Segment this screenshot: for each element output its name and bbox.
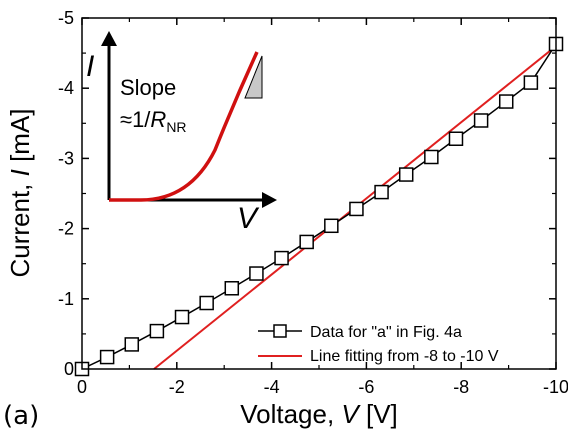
y-tick-label: 0	[64, 359, 74, 379]
data-point	[448, 131, 464, 146]
x-tick-label: -2	[169, 377, 185, 397]
data-point	[249, 266, 264, 281]
data-point	[274, 250, 289, 266]
inset-slope-triangle	[244, 55, 263, 99]
data-point	[149, 323, 165, 339]
data-point	[473, 113, 489, 128]
y-axis-label-suffix: [mA]	[5, 108, 35, 169]
inset-curve	[109, 51, 259, 202]
data-point	[124, 337, 140, 352]
inset-x-arrow-icon	[262, 192, 277, 208]
data-point	[99, 349, 115, 365]
inset: I V Slope ≈1/RNR	[86, 31, 277, 235]
data-point	[424, 149, 439, 165]
y-axis-label: Current, I [mA]	[5, 108, 35, 277]
data-point	[523, 75, 539, 90]
inset-slope-formula-sub: NR	[166, 119, 186, 135]
x-axis-label: Voltage, V [V]	[240, 399, 398, 429]
panel-label: (a)	[3, 401, 39, 431]
y-tick-label: -2	[58, 219, 74, 239]
data-point	[374, 184, 389, 200]
y-tick-label: -3	[58, 148, 74, 168]
data-point	[398, 167, 414, 182]
data-point	[224, 281, 240, 296]
data-point	[349, 201, 364, 217]
x-tick-label: 0	[77, 377, 87, 397]
inset-slope-formula-prefix: ≈1/	[120, 107, 151, 132]
data-point	[199, 295, 214, 311]
x-tick-label: -6	[358, 377, 374, 397]
inset-y-axis-label: I	[86, 50, 94, 83]
x-tick-label: -10	[543, 377, 568, 397]
legend: Data for "a" in Fig. 4a Line fitting fro…	[258, 324, 499, 365]
inset-x-axis-label: V	[237, 202, 260, 235]
x-tick-label: -4	[264, 377, 280, 397]
legend-data-label: Data for "a" in Fig. 4a	[310, 324, 462, 341]
plot-frame	[81, 17, 557, 370]
data-layer	[74, 36, 564, 377]
x-tick-label: -8	[453, 377, 469, 397]
data-point	[324, 218, 339, 234]
y-tick-label: -5	[58, 8, 74, 28]
y-axis-label-var: I	[5, 169, 35, 176]
y-tick-label: -4	[58, 78, 74, 98]
inset-slope-word: Slope	[120, 75, 176, 100]
y-axis-label-prefix: Current,	[5, 176, 35, 277]
inset-y-arrow-icon	[101, 31, 117, 46]
data-point	[174, 309, 190, 325]
x-axis-label-prefix: Voltage,	[240, 399, 341, 429]
legend-data-marker	[273, 324, 287, 338]
x-axis-label-suffix: [V]	[359, 399, 398, 429]
x-axis-label-var: V	[341, 399, 361, 429]
data-point	[299, 234, 314, 250]
legend-fit-label: Line fitting from -8 to -10 V	[310, 348, 499, 365]
inset-slope-formula-var: R	[150, 107, 166, 132]
ticks: 0 -2 -4 -6 -8 -10 0 -1 -2 -3 -4 -5	[58, 8, 568, 397]
inset-slope-formula: ≈1/RNR	[120, 107, 187, 135]
y-tick-label: -1	[58, 289, 74, 309]
data-point	[498, 94, 514, 109]
